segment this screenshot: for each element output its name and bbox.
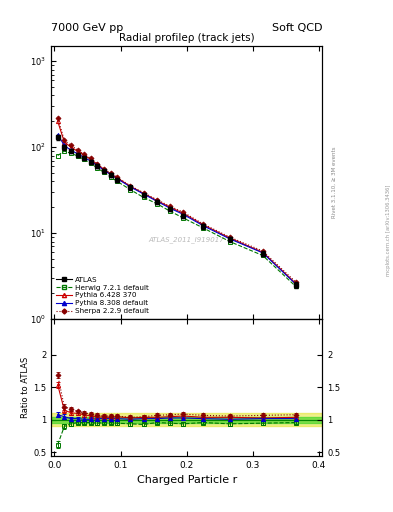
Text: 7000 GeV pp: 7000 GeV pp [51, 23, 123, 33]
Bar [51, 413, 322, 426]
Text: ATLAS_2011_I919017: ATLAS_2011_I919017 [149, 236, 224, 243]
Bar [51, 417, 322, 423]
Y-axis label: Ratio to ATLAS: Ratio to ATLAS [21, 357, 30, 418]
Text: Soft QCD: Soft QCD [272, 23, 322, 33]
Title: Radial profileρ (track jets): Radial profileρ (track jets) [119, 33, 255, 42]
Text: mcplots.cern.ch [arXiv:1306.3436]: mcplots.cern.ch [arXiv:1306.3436] [386, 185, 391, 276]
Legend: ATLAS, Herwig 7.2.1 default, Pythia 6.428 370, Pythia 8.308 default, Sherpa 2.2.: ATLAS, Herwig 7.2.1 default, Pythia 6.42… [55, 275, 151, 315]
X-axis label: Charged Particle r: Charged Particle r [136, 475, 237, 485]
Y-axis label: Rivet 3.1.10, ≥ 3M events: Rivet 3.1.10, ≥ 3M events [331, 147, 336, 218]
